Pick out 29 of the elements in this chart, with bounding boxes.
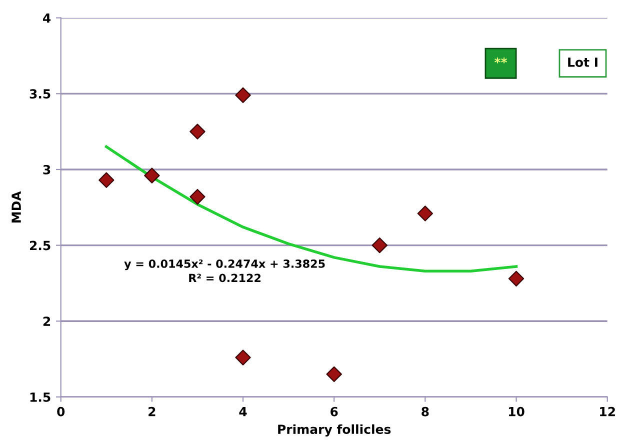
y-axis-title: MDA: [12, 191, 21, 222]
y-tick-label: 3.5: [30, 89, 50, 99]
y-tick-label: 2: [43, 316, 50, 326]
annotation: Lot I: [568, 58, 598, 67]
x-tick-label: 8: [422, 406, 429, 416]
line-series: [105, 145, 518, 272]
x-axis-title: Primary follicles: [278, 424, 391, 437]
point: [508, 270, 524, 286]
y-tick-label: 3: [43, 164, 50, 174]
y-tick-label: 4: [43, 13, 51, 23]
point: [326, 366, 342, 382]
annotation: **: [494, 58, 508, 64]
y-tick-label: 2.5: [30, 240, 50, 250]
point: [190, 124, 206, 140]
point: [98, 172, 114, 188]
point: [190, 188, 206, 205]
x-tick-label: 6: [330, 406, 338, 416]
annotation: y = 0.0145x² - 0.2474x + 3.3825 R² = 0.2122: [124, 260, 325, 282]
point: [235, 87, 251, 104]
x-tick-label: 10: [508, 406, 524, 416]
point: [417, 206, 434, 222]
x-tick-label: 12: [600, 406, 615, 416]
x-tick-label: 0: [57, 406, 65, 416]
x-tick-label: 4: [239, 407, 247, 416]
x-tick-label: 2: [148, 406, 156, 416]
point: [372, 237, 388, 254]
point: [235, 350, 251, 366]
y-tick-label: 1.5: [30, 392, 50, 402]
point: [144, 168, 160, 184]
